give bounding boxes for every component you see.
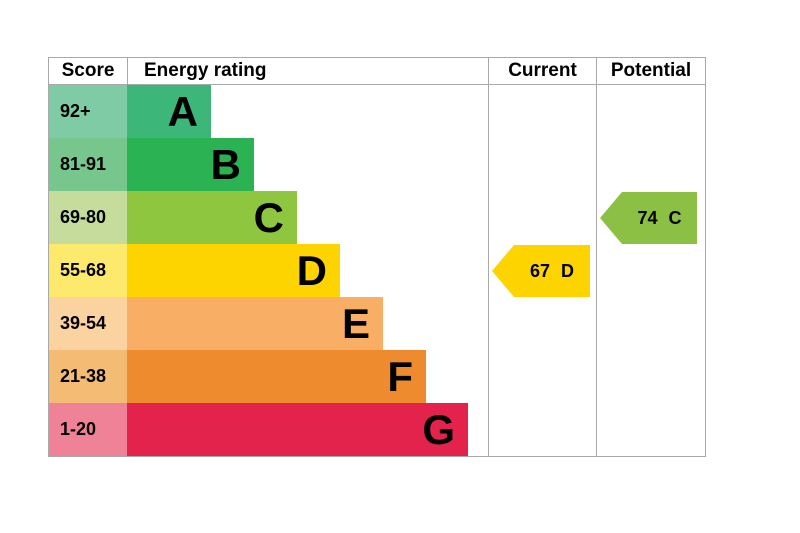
header-energy-rating: Energy rating bbox=[127, 58, 488, 84]
band-row-a: 92+ A bbox=[49, 85, 705, 138]
band-bar-a: A bbox=[127, 85, 211, 138]
header-score: Score bbox=[61, 60, 115, 81]
band-bar-c: C bbox=[127, 191, 297, 244]
current-rating-letter: D bbox=[561, 260, 575, 281]
potential-rating-letter: C bbox=[668, 207, 682, 228]
band-row-f: 21-38 F bbox=[49, 350, 705, 403]
band-row-b: 81-91 B bbox=[49, 138, 705, 191]
score-range-e: 39-54 bbox=[49, 297, 127, 350]
epc-table: Score Energy rating Current Potential 67… bbox=[48, 57, 706, 457]
score-range-d: 55-68 bbox=[49, 244, 127, 297]
band-bar-b: B bbox=[127, 138, 254, 191]
score-range-g: 1-20 bbox=[49, 403, 127, 456]
table-header: Score Energy rating Current Potential bbox=[49, 58, 705, 85]
score-range-a: 92+ bbox=[49, 85, 127, 138]
bands-area: 67 D 74 C 92+ A 81-91 B 69-80 C 55-68 D 39-54 E 21… bbox=[49, 85, 705, 456]
band-bar-g: G bbox=[127, 403, 468, 456]
score-range-f: 21-38 bbox=[49, 350, 127, 403]
band-bar-e: E bbox=[127, 297, 383, 350]
header-potential: Potential bbox=[596, 58, 705, 84]
potential-rating-value: 74 bbox=[637, 207, 658, 228]
current-column-divider bbox=[488, 85, 489, 456]
score-range-b: 81-91 bbox=[49, 138, 127, 191]
header-current: Current bbox=[488, 58, 596, 84]
potential-column-divider bbox=[596, 85, 597, 456]
band-row-d: 55-68 D bbox=[49, 244, 705, 297]
band-bar-f: F bbox=[127, 350, 426, 403]
current-rating-value: 67 bbox=[529, 260, 551, 281]
band-row-g: 1-20 G bbox=[49, 403, 705, 456]
band-row-c: 69-80 C bbox=[49, 191, 705, 244]
band-bar-d: D bbox=[127, 244, 340, 297]
score-range-c: 69-80 bbox=[49, 191, 127, 244]
potential-rating-arrow: 74 C bbox=[600, 192, 697, 244]
band-row-e: 39-54 E bbox=[49, 297, 705, 350]
current-rating-arrow: 67 D bbox=[492, 245, 590, 297]
